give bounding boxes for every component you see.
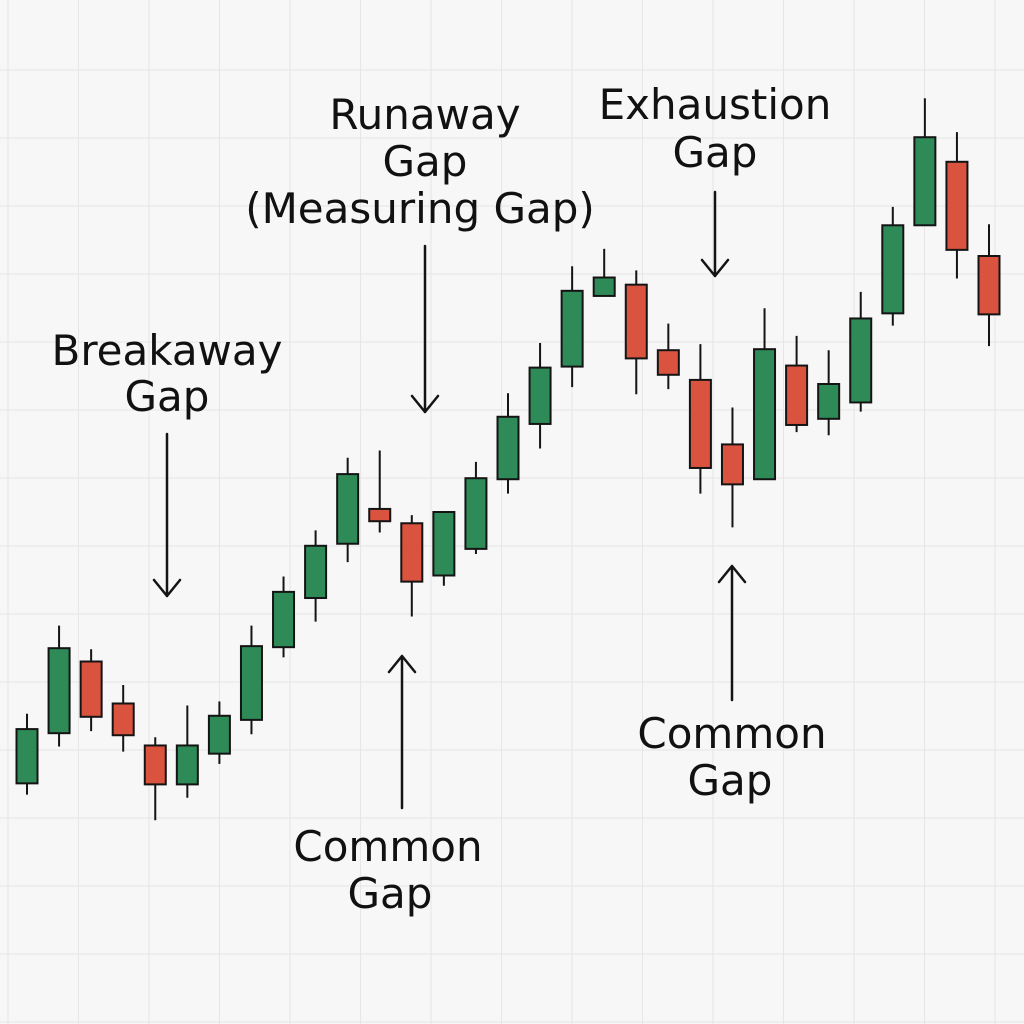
candle	[913, 98, 937, 227]
runaway-gap-arrow-icon	[410, 244, 440, 414]
annotation-exhaustion-gap: Exhaustion Gap	[599, 80, 832, 278]
candle-body-down	[400, 522, 424, 583]
candle-body-down	[79, 660, 103, 718]
candle-body-up	[849, 317, 873, 404]
candle	[143, 737, 167, 821]
candle-body-down	[656, 349, 680, 376]
candle-body-down	[143, 744, 167, 786]
candle	[304, 530, 328, 622]
candle	[336, 457, 360, 563]
candle-body-down	[111, 702, 135, 737]
candle-body-up	[528, 366, 552, 425]
candle	[849, 291, 873, 412]
annotation-common-left-line-2: Gap	[348, 869, 433, 918]
candle	[688, 344, 712, 494]
candle	[15, 713, 39, 795]
candle	[175, 705, 199, 798]
candles	[15, 98, 1001, 821]
candle-body-up	[239, 645, 263, 721]
annotation-breakaway-line-2: Gap	[125, 372, 210, 421]
candle	[817, 350, 841, 436]
candle	[560, 266, 584, 388]
annotation-common-gap-left: Common Gap	[293, 654, 483, 918]
annotation-common-right-line-1: Common	[637, 709, 826, 758]
candle	[881, 206, 905, 326]
candle	[528, 343, 552, 449]
annotation-runaway-line-3: (Measuring Gap)	[245, 184, 595, 233]
annotation-common-gap-right: Common Gap	[637, 564, 827, 805]
candle-body-down	[624, 283, 648, 360]
candle	[592, 248, 616, 297]
candle	[368, 450, 392, 533]
candle-body-up	[336, 473, 360, 545]
annotation-exhaustion-line-1: Exhaustion	[599, 80, 832, 129]
candle-body-up	[175, 744, 199, 786]
candle	[464, 461, 488, 554]
annotation-breakaway-line-1: Breakaway	[52, 326, 283, 375]
candle-body-up	[913, 136, 937, 227]
annotation-common-left-line-1: Common	[293, 822, 482, 871]
candle	[753, 308, 777, 481]
candle	[432, 510, 456, 586]
candle-body-up	[881, 224, 905, 315]
candle-body-down	[368, 507, 392, 523]
candle-body-down	[977, 255, 1001, 316]
candle-body-down	[720, 443, 744, 486]
candle-body-up	[817, 383, 841, 420]
candle-body-down	[785, 364, 809, 426]
candle-body-up	[432, 511, 456, 577]
candle-body-up	[592, 276, 616, 297]
candle	[496, 393, 520, 494]
common-gap-right-arrow-icon	[717, 564, 747, 702]
common-gap-left-arrow-icon	[387, 654, 417, 810]
annotation-exhaustion-line-2: Gap	[673, 128, 758, 177]
candle	[79, 649, 103, 732]
candle-body-up	[560, 289, 584, 368]
candle-body-up	[15, 728, 39, 785]
candle	[945, 132, 969, 279]
annotation-common-right-line-2: Gap	[688, 756, 773, 805]
candle-body-up	[47, 647, 71, 735]
candle	[720, 407, 744, 528]
candle-body-up	[753, 348, 777, 481]
candle-body-up	[304, 544, 328, 600]
candle-body-down	[945, 160, 969, 251]
annotation-breakaway-gap: Breakaway Gap	[52, 326, 283, 598]
candle	[207, 701, 231, 764]
candle-body-up	[464, 477, 488, 550]
candle	[624, 270, 648, 395]
candle	[272, 576, 296, 658]
candle	[656, 323, 680, 390]
candle	[977, 224, 1001, 347]
candle	[239, 625, 263, 735]
candle-body-up	[207, 714, 231, 755]
annotation-runaway-line-2: Gap	[383, 137, 468, 186]
annotation-runaway-line-1: Runaway	[329, 90, 520, 139]
candle	[400, 515, 424, 617]
candle	[111, 685, 135, 752]
candle-body-up	[272, 590, 296, 649]
candle-body-down	[688, 378, 712, 469]
annotation-runaway-gap: Runaway Gap (Measuring Gap)	[245, 90, 595, 414]
candle-body-up	[496, 415, 520, 481]
exhaustion-gap-arrow-icon	[700, 190, 730, 278]
breakaway-gap-arrow-icon	[152, 432, 182, 598]
candle	[785, 335, 809, 433]
candle	[47, 625, 71, 747]
